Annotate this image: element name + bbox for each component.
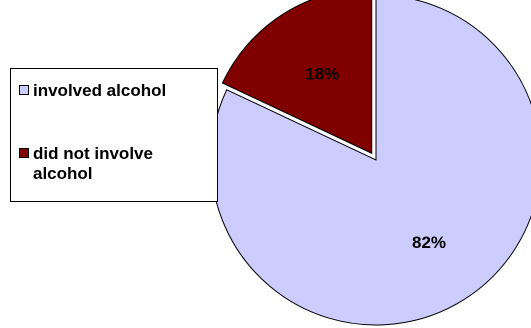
pie-slice-label-did-not-involve-alcohol: 18% [305,65,339,84]
legend-swatch-involved-alcohol [19,85,29,95]
pie-slice-did-not-involve-alcohol [221,0,373,155]
pie-slice-label-involved-alcohol: 82% [412,233,446,252]
legend-label-involved-alcohol: involved alcohol [33,81,167,100]
legend-item-involved-alcohol: involved alcohol [19,81,215,101]
legend-swatch-did-not-involve-alcohol [19,148,29,158]
legend-item-did-not-involve-alcohol: did not involve alcohol [19,144,215,184]
chart-legend: involved alcohol did not involve alcohol [10,68,218,202]
pie-slices [210,0,531,326]
pie-slice-labels: 82% 18% [305,65,446,252]
legend-label-did-not-involve-alcohol: did not involve alcohol [33,144,153,183]
pie-slice-involved-alcohol [210,0,531,326]
